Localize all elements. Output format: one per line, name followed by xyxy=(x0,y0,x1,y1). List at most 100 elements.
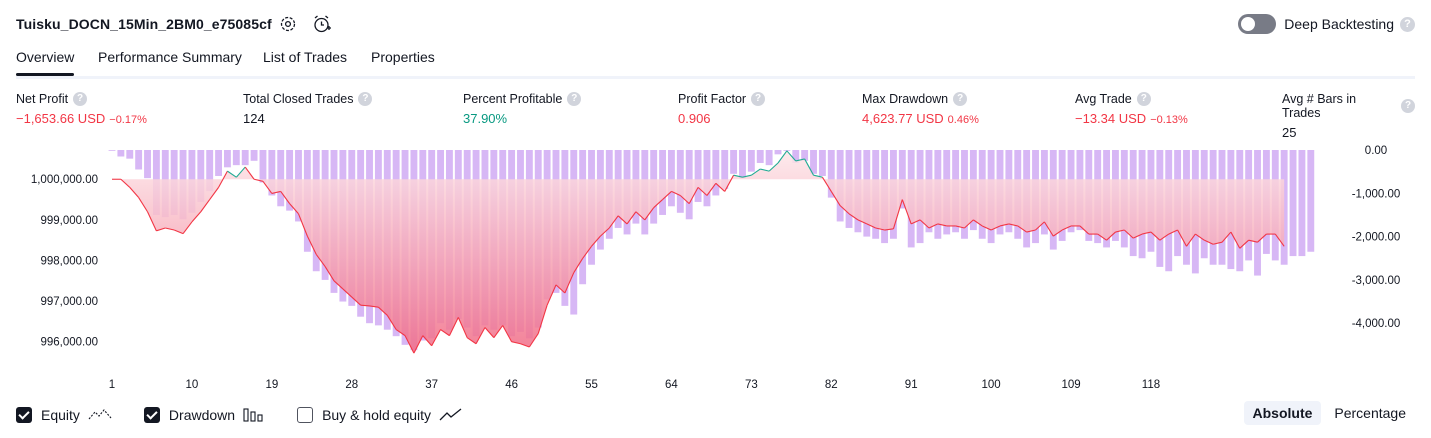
equity-line-segment xyxy=(484,327,495,339)
right-axis-tick: -2,000.00 xyxy=(1352,232,1401,244)
equity-line-segment xyxy=(1195,233,1205,241)
drawdown-bar xyxy=(765,150,773,166)
equity-line-segment xyxy=(129,187,140,198)
stat-max-drawdown: Max Drawdown? 4,623.77 USD 0.46% xyxy=(862,92,979,126)
drawdown-bar xyxy=(747,150,755,172)
drawdown-bar xyxy=(774,150,782,155)
equity-line-segment xyxy=(982,225,992,231)
x-axis-tick: 10 xyxy=(186,379,199,391)
drawdown-bar xyxy=(668,150,675,207)
equity-line-segment xyxy=(821,176,832,192)
equity-line-segment xyxy=(235,166,246,178)
tab-performance-summary[interactable]: Performance Summary xyxy=(98,49,242,65)
equity-line-segment xyxy=(884,228,894,231)
equity-line-segment xyxy=(404,335,415,354)
value-mode-switch: Absolute Percentage xyxy=(1240,401,1416,425)
equity-line-segment xyxy=(1221,231,1232,243)
equity-line-segment xyxy=(165,227,175,231)
drawdown-bar xyxy=(712,150,720,196)
equity-line-segment xyxy=(706,182,717,196)
equity-line-segment xyxy=(422,335,433,347)
equity-line-segment xyxy=(1274,233,1285,247)
legend-label: Equity xyxy=(41,407,80,423)
equity-line-segment xyxy=(600,227,610,237)
drawdown-bar xyxy=(241,150,249,166)
stat-label: Percent Profitable xyxy=(463,92,563,106)
equity-line-segment xyxy=(333,280,344,290)
help-icon[interactable]: ? xyxy=(1400,16,1415,32)
equity-line-segment xyxy=(1239,239,1250,249)
left-axis-tick: 998,000.00 xyxy=(40,255,98,267)
equity-line-segment xyxy=(751,168,761,176)
drawdown-bar xyxy=(250,150,258,161)
equity-line-segment xyxy=(173,229,184,235)
equity-line-segment xyxy=(546,284,557,306)
drawdown-bar xyxy=(268,150,276,196)
info-icon[interactable]: ? xyxy=(358,92,373,106)
equity-line-segment xyxy=(742,174,752,178)
left-axis-tick: 996,000.00 xyxy=(40,337,98,349)
equity-line-segment xyxy=(209,187,220,200)
legend-equity[interactable]: Equity xyxy=(16,407,112,423)
equity-checkbox[interactable] xyxy=(16,407,32,423)
equity-line-segment xyxy=(351,296,362,306)
equity-line-segment xyxy=(937,223,947,227)
equity-line-segment xyxy=(955,225,965,229)
add-alert-clock-icon[interactable] xyxy=(312,14,332,34)
equity-line-segment xyxy=(848,213,859,221)
legend-buy-hold-equity[interactable]: Buy & hold equity xyxy=(297,407,463,423)
stat-net-profit: Net Profit? −1,653.66 USD −0.17% xyxy=(16,92,147,126)
equity-line-segment xyxy=(431,329,442,347)
equity-line-segment xyxy=(813,174,823,178)
drawdown-bar xyxy=(730,150,738,174)
equity-line-segment xyxy=(511,341,521,345)
info-icon[interactable]: ? xyxy=(1136,92,1151,106)
equity-line-segment xyxy=(1168,229,1178,235)
equity-line-segment xyxy=(679,195,690,205)
equity-line-segment xyxy=(964,219,974,229)
percentage-button[interactable]: Percentage xyxy=(1334,405,1406,421)
equity-line-segment xyxy=(156,227,166,232)
equity-line-segment xyxy=(502,325,513,342)
tab-overview[interactable]: Overview xyxy=(16,49,75,76)
equity-line-segment xyxy=(1150,231,1161,241)
tab-list-of-trades[interactable]: List of Trades xyxy=(263,49,348,65)
x-axis-tick: 100 xyxy=(982,379,1001,391)
tab-properties[interactable]: Properties xyxy=(371,49,435,65)
equity-line-segment xyxy=(1115,229,1125,233)
absolute-button[interactable]: Absolute xyxy=(1243,401,1322,425)
equity-line-segment xyxy=(1123,229,1134,239)
drawdown-bar xyxy=(810,150,817,174)
equity-line-segment xyxy=(262,180,273,194)
equity-line-segment xyxy=(1177,229,1187,247)
legend-drawdown[interactable]: Drawdown xyxy=(143,407,265,423)
equity-line-segment xyxy=(1061,225,1072,231)
equity-line-segment xyxy=(1204,239,1214,245)
stat-label: Total Closed Trades xyxy=(243,92,354,106)
deep-backtesting-toggle[interactable] xyxy=(1238,14,1277,34)
info-icon[interactable]: ? xyxy=(953,92,968,106)
right-axis-tick: -3,000.00 xyxy=(1352,275,1401,287)
equity-below-fill xyxy=(112,150,1285,354)
drawdown-bar xyxy=(756,150,764,163)
deep-backtesting-control: Deep Backtesting ? xyxy=(1238,12,1415,36)
equity-line-segment xyxy=(528,333,539,348)
drawdown-bar xyxy=(739,150,746,179)
info-icon[interactable]: ? xyxy=(567,92,582,106)
stat-label: Net Profit xyxy=(16,92,69,106)
equity-line-segment xyxy=(786,150,797,162)
equity-line-segment xyxy=(626,211,637,225)
equity-line-segment xyxy=(493,325,504,338)
drawdown-checkbox[interactable] xyxy=(143,407,160,423)
info-icon[interactable]: ? xyxy=(751,92,766,106)
stat-label: Avg Trade xyxy=(1075,92,1132,106)
equity-line-segment xyxy=(555,284,566,294)
drawdown-bar xyxy=(703,150,711,207)
info-icon[interactable]: ? xyxy=(1401,99,1415,113)
equity-line-segment xyxy=(1035,221,1045,231)
settings-gear-icon[interactable] xyxy=(278,14,298,34)
equity-line-segment xyxy=(688,187,699,204)
buy-hold-checkbox[interactable] xyxy=(297,407,314,423)
info-icon[interactable]: ? xyxy=(73,92,88,106)
equity-line-segment xyxy=(662,191,672,200)
